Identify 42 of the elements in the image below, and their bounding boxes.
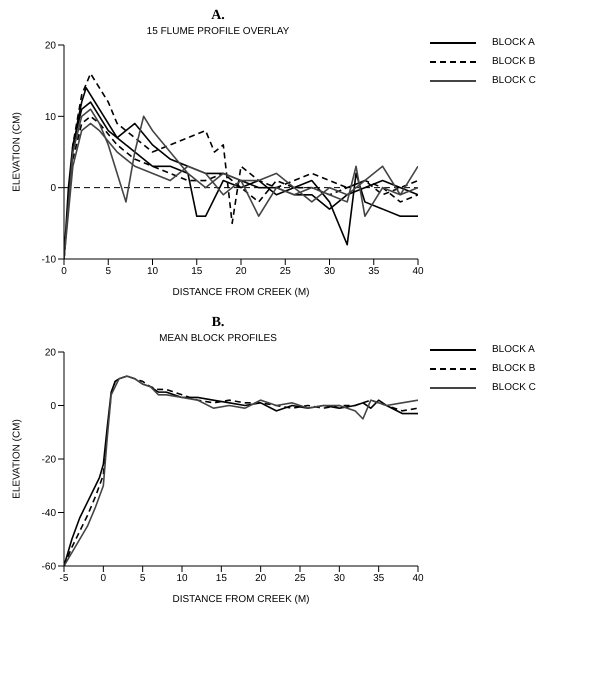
y-tick-label: 20 [44,40,56,52]
x-tick-label: 10 [146,266,158,278]
x-tick-label: 20 [235,266,247,278]
legend-label: BLOCK B [492,56,536,67]
x-tick-label: 25 [280,266,292,278]
legend-label: BLOCK B [492,363,536,374]
y-tick-label: 20 [44,348,56,359]
x-tick-label: 15 [216,573,228,584]
x-tick-label: 30 [334,573,346,584]
legend-label: BLOCK C [492,382,536,393]
x-tick-label: 10 [176,573,188,584]
x-tick-label: 30 [324,266,336,278]
y-tick-label: -60 [42,562,56,573]
x-tick-label: 20 [255,573,267,584]
y-tick-label: 10 [44,112,56,123]
y-tick-label: 0 [50,183,56,194]
x-tick-label: 5 [105,266,112,278]
x-axis-title: DISTANCE FROM CREEK (M) [172,287,310,298]
x-tick-label: 15 [191,266,203,278]
y-tick-label: 0 [50,401,56,412]
x-tick-label: 5 [140,573,146,584]
legend-label: BLOCK C [492,75,536,86]
x-tick-label: 0 [100,573,107,584]
chart-subtitle: MEAN BLOCK PROFILES [158,333,278,344]
y-tick-label: -10 [42,254,56,266]
x-tick-label: 25 [294,573,306,584]
chart-title: B. [210,315,226,331]
legend-label: BLOCK A [492,344,535,355]
x-tick-label: 0 [61,266,68,278]
x-tick-label: 40 [412,266,424,278]
y-axis-title: ELEVATION (CM) [12,112,23,192]
y-tick-label: -40 [42,508,56,520]
chart-title: A. [210,8,226,24]
legend-label: BLOCK A [492,37,535,48]
x-axis-title: DISTANCE FROM CREEK (M) [172,594,310,605]
chart-subtitle: 15 FLUME PROFILE OVERLAY [146,26,290,37]
x-tick-label: 35 [368,266,380,278]
x-tick-label: 40 [412,573,424,584]
x-tick-label: -5 [60,573,69,584]
x-tick-label: 35 [373,573,385,584]
y-tick-label: -20 [42,454,56,466]
y-axis-title: ELEVATION (CM) [12,419,23,499]
